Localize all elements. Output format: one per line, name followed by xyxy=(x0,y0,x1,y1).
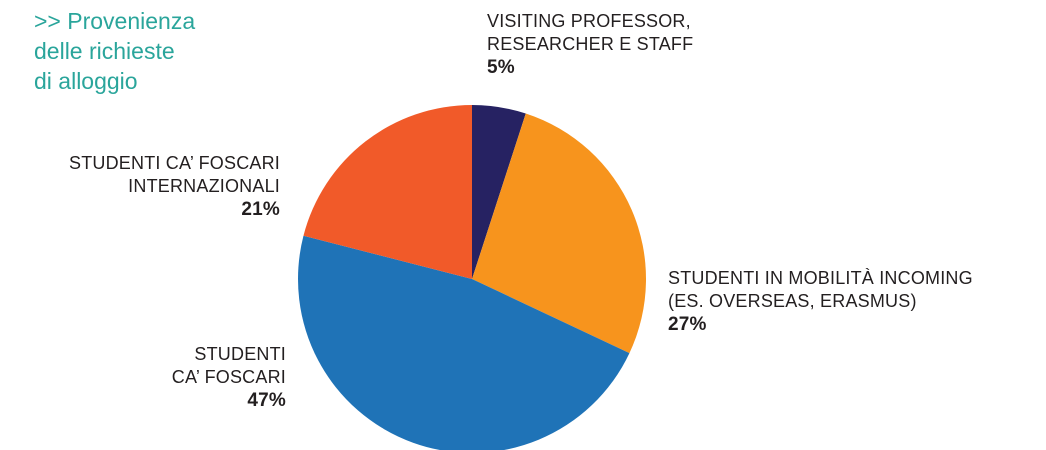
slice-value-mobilita: 27% xyxy=(668,314,707,335)
pie-slice-visiting xyxy=(472,105,526,279)
slice-label-visiting-line-2: RESEARCHER E STAFF xyxy=(487,34,694,54)
slice-label-studenti-line-2: CA’ FOSCARI xyxy=(171,367,286,387)
slice-label-internazionali-line-2: INTERNAZIONALI xyxy=(128,176,280,196)
slice-value-visiting: 5% xyxy=(487,57,515,78)
slice-label-internazionali: STUDENTI CA’ FOSCARI INTERNAZIONALI 21% xyxy=(69,152,280,221)
title-line-1: >> Provenienza xyxy=(34,8,196,34)
slice-value-studenti: 47% xyxy=(247,390,286,411)
slice-label-visiting-line-1: VISITING PROFESSOR, xyxy=(487,11,691,31)
slice-label-internazionali-line-1: STUDENTI CA’ FOSCARI xyxy=(68,153,280,173)
slice-label-mobilita-line-2: (ES. OVERSEAS, ERASMUS) xyxy=(668,291,917,311)
chart-title: >> Provenienza delle richieste di allogg… xyxy=(34,6,195,96)
slice-value-internazionali: 21% xyxy=(241,199,280,220)
slice-label-mobilita: STUDENTI IN MOBILITÀ INCOMING (ES. OVERS… xyxy=(668,267,973,336)
slice-label-mobilita-line-1: STUDENTI IN MOBILITÀ INCOMING xyxy=(668,268,973,288)
pie-slice-internazionali xyxy=(303,105,472,279)
pie-slice-studenti xyxy=(298,235,630,450)
title-line-3: di alloggio xyxy=(34,68,138,94)
pie-slice-mobilita xyxy=(472,113,647,354)
title-line-2: delle richieste xyxy=(34,38,175,64)
slice-label-studenti: STUDENTI CA’ FOSCARI 47% xyxy=(172,343,286,412)
slice-label-studenti-line-1: STUDENTI xyxy=(194,344,286,364)
slice-label-visiting: VISITING PROFESSOR, RESEARCHER E STAFF 5… xyxy=(487,10,693,79)
